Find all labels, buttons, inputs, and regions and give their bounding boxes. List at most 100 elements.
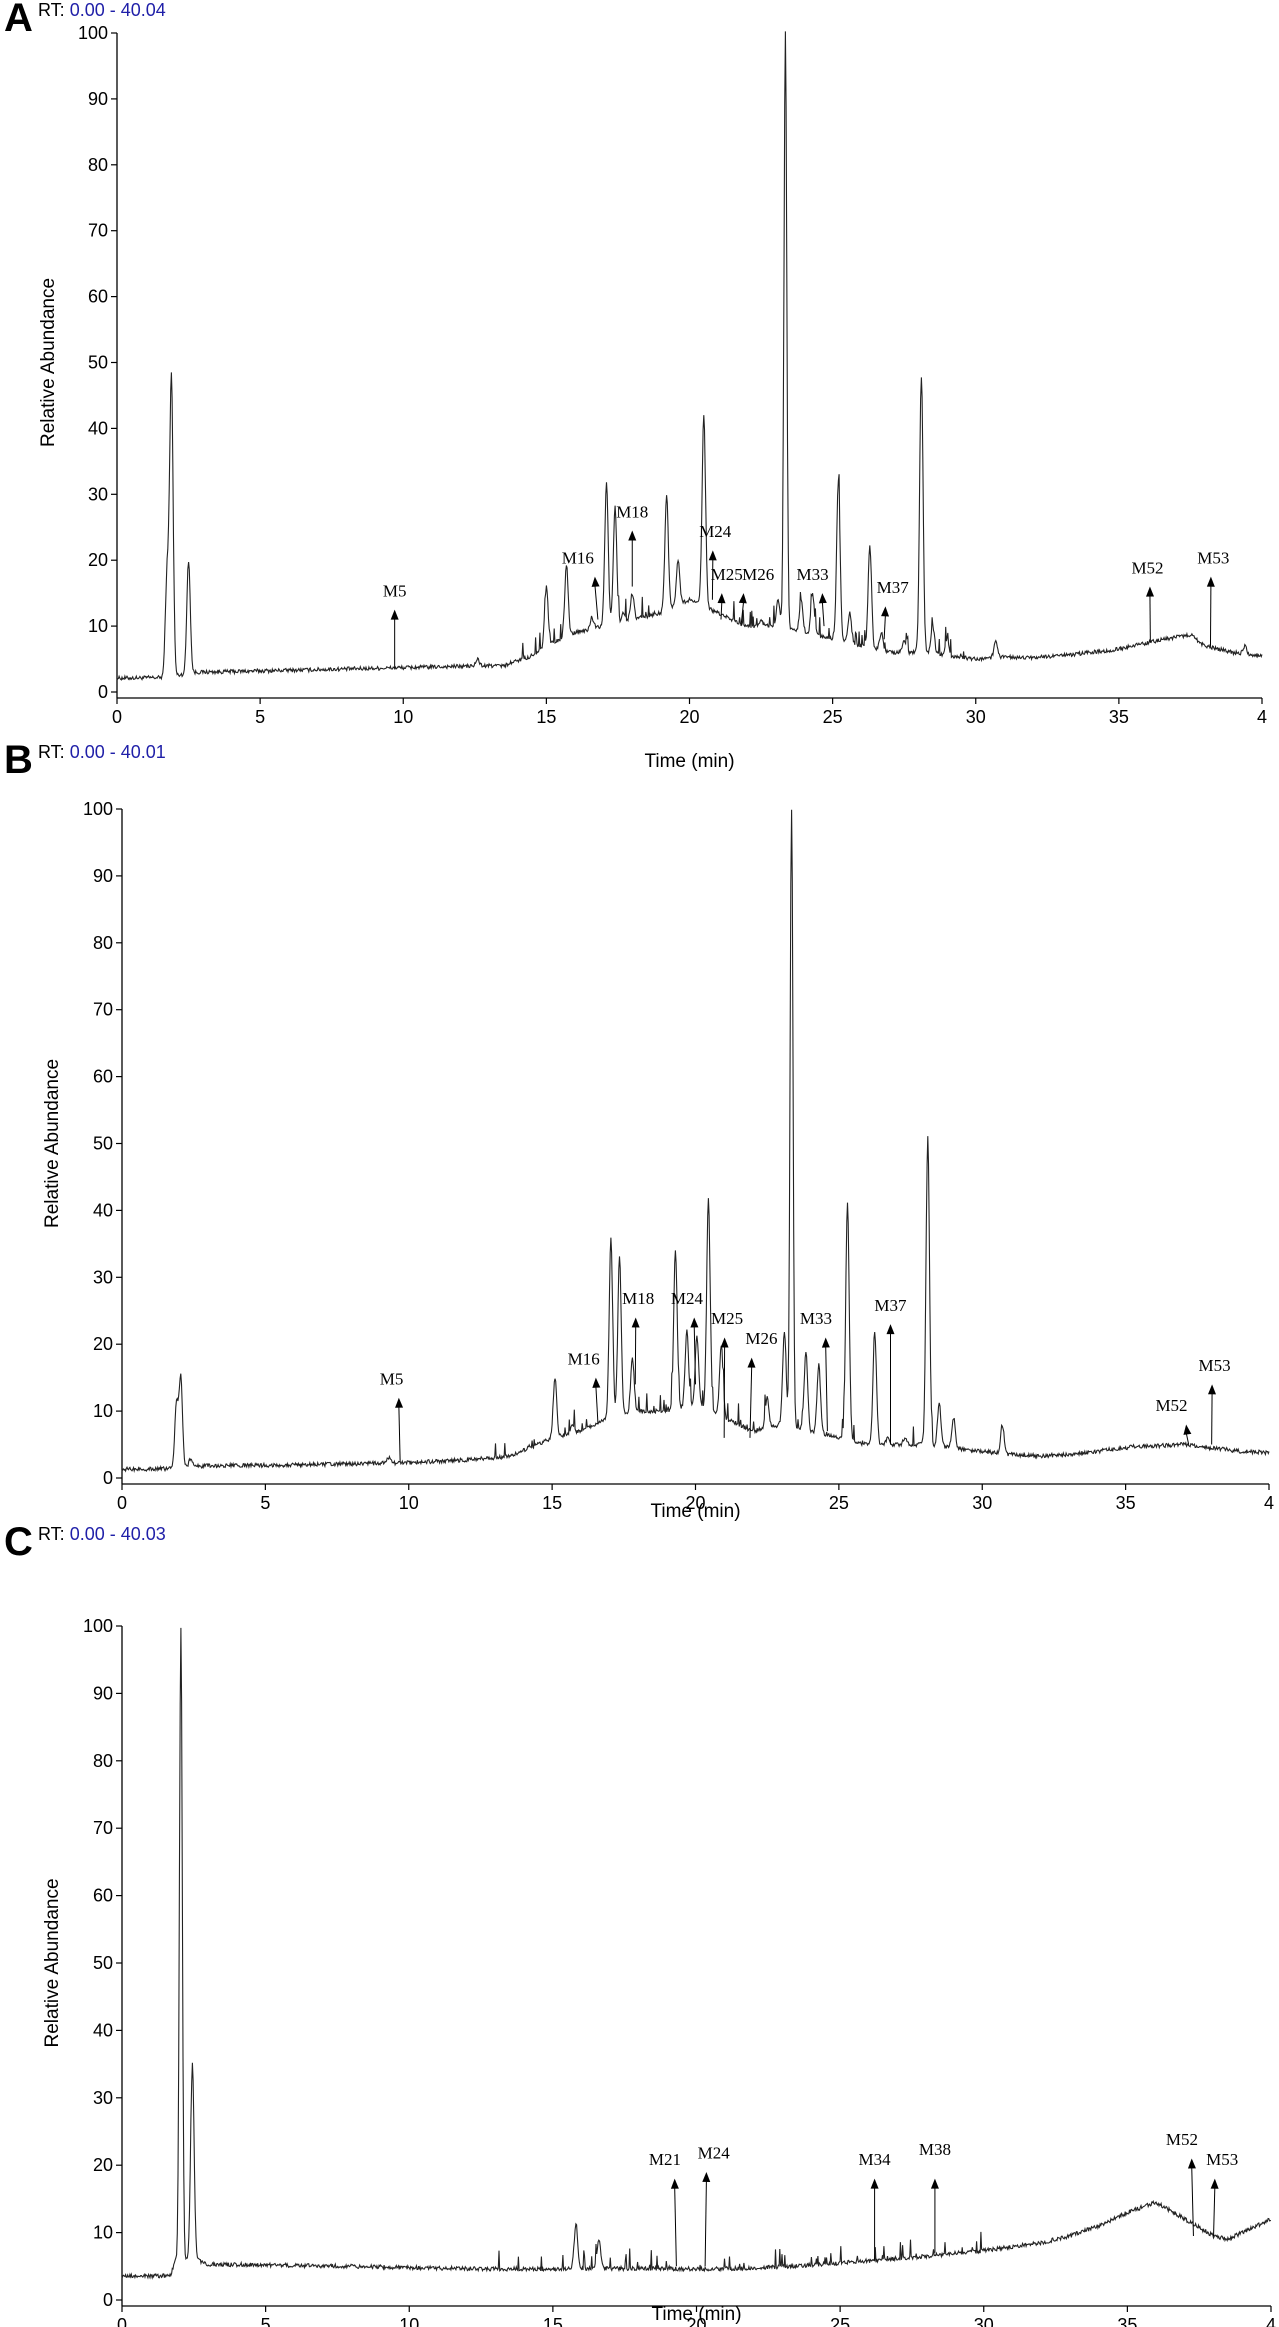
- annotation-arrow-line: [704, 2179, 707, 2267]
- peak-annotation: M5: [383, 581, 406, 668]
- x-tick-label: 10: [393, 707, 413, 727]
- annotation-arrow-head: [1187, 2158, 1196, 2169]
- peak-annotation: M18: [622, 1289, 654, 1385]
- x-tick-label: 25: [823, 707, 843, 727]
- chromatogram-chart: 0 10 20 30 40 50 60 70 80 90 100 0 5 10 15 20 25 30 35 4 Tim…: [42, 1616, 1276, 2327]
- y-axis-title: Relative Abundance: [38, 278, 59, 447]
- annotation-label: M18: [622, 1289, 654, 1308]
- panel-letter: A: [4, 0, 33, 40]
- annotation-label: M53: [1206, 2150, 1238, 2169]
- annotation-label: M26: [745, 1329, 777, 1348]
- x-tick-label: 15: [536, 707, 556, 727]
- annotation-label: M26: [742, 565, 774, 584]
- peak-annotation: M18: [616, 502, 648, 587]
- annotation-label: M34: [859, 2150, 892, 2169]
- peak-annotation: M37: [877, 578, 909, 640]
- annotation-label: M52: [1131, 558, 1163, 577]
- annotation-label: M38: [919, 2140, 951, 2159]
- rt-label: RT: 0.00 - 40.01: [38, 742, 166, 763]
- peak-annotation: M25: [711, 1309, 743, 1438]
- annotation-label: M21: [649, 2150, 681, 2169]
- annotation-arrow-head: [1208, 1384, 1217, 1395]
- y-tick-label: 30: [93, 1267, 113, 1287]
- annotation-arrow-head: [591, 576, 600, 587]
- y-tick-label: 100: [83, 799, 113, 819]
- peak-annotation: M26: [745, 1329, 778, 1438]
- y-tick-label: 90: [93, 866, 113, 886]
- annotation-arrow-head: [690, 1317, 699, 1328]
- annotation-label: M24: [698, 2143, 731, 2162]
- y-tick-label: 30: [93, 2088, 113, 2108]
- y-axis-title: Relative Abundance: [42, 1059, 63, 1228]
- x-tick-label: 35: [1109, 707, 1129, 727]
- peak-annotation: M24: [699, 522, 732, 600]
- y-tick-label: 80: [93, 1751, 113, 1771]
- y-tick-label: 100: [83, 1616, 113, 1636]
- chromatogram-chart: 0 10 20 30 40 50 60 70 80 90 100 0 5 10 15 20 25 30 35 4 Tim…: [42, 799, 1274, 1522]
- y-axis-title: Relative Abundance: [42, 1878, 63, 2047]
- annotation-arrow-line: [594, 584, 599, 620]
- annotation-arrow-head: [631, 1317, 640, 1328]
- y-tick-label: 20: [93, 1334, 113, 1354]
- annotation-arrow-head: [395, 1397, 404, 1408]
- annotation-arrow-head: [390, 609, 399, 620]
- annotation-label: M5: [380, 1369, 404, 1388]
- x-tick-label: 35: [1117, 2315, 1137, 2327]
- peak-annotation: M37: [874, 1296, 907, 1445]
- y-tick-label: 10: [88, 616, 108, 636]
- series-trace: [121, 1627, 1272, 2280]
- annotation-arrow-line: [398, 1405, 401, 1462]
- y-tick-label: 40: [88, 418, 108, 438]
- y-tick-label: 10: [93, 2223, 113, 2243]
- x-tick-label: 4: [1264, 1493, 1274, 1513]
- x-tick-label: 5: [261, 2315, 271, 2327]
- annotation-arrow-head: [1146, 586, 1155, 597]
- annotation-arrow-head: [1183, 1424, 1192, 1435]
- annotation-arrow-line: [595, 1385, 599, 1425]
- x-tick-label: 30: [974, 2315, 994, 2327]
- rt-label: RT: 0.00 - 40.03: [38, 1524, 166, 1545]
- x-axis-title: Time (min): [644, 751, 734, 772]
- x-axis-title: Time (min): [650, 1501, 740, 1522]
- chromatogram-panel-a: A RT: 0.00 - 40.04 0 10 20 30 40 50 60 70 80 90 10…: [0, 0, 1279, 780]
- y-tick-label: 30: [88, 484, 108, 504]
- annotation-arrow-head: [717, 593, 726, 604]
- y-tick-label: 50: [93, 1953, 113, 1973]
- peak-annotation: M33: [800, 1309, 832, 1432]
- annotation-arrow-head: [930, 2178, 939, 2189]
- x-tick-label: 25: [829, 1493, 849, 1513]
- x-tick-label: 4: [1266, 2315, 1276, 2327]
- y-tick-label: 0: [103, 1468, 113, 1488]
- x-tick-label: 5: [260, 1493, 270, 1513]
- y-tick-label: 50: [88, 353, 108, 373]
- x-tick-label: 10: [399, 1493, 419, 1513]
- y-tick-label: 90: [88, 89, 108, 109]
- x-tick-label: 15: [542, 1493, 562, 1513]
- annotation-arrow-head: [720, 1337, 729, 1348]
- y-tick-label: 10: [93, 1401, 113, 1421]
- x-tick-label: 0: [117, 2315, 127, 2327]
- y-tick-label: 0: [98, 682, 108, 702]
- peak-annotation: M52: [1155, 1396, 1192, 1445]
- rt-prefix: RT:: [38, 1524, 65, 1544]
- annotation-arrow-head: [747, 1357, 756, 1368]
- y-tick-label: 50: [93, 1134, 113, 1154]
- y-tick-label: 80: [93, 933, 113, 953]
- series-trace: [121, 809, 1270, 1473]
- annotation-arrow-head: [886, 1324, 895, 1335]
- annotation-arrow-head: [670, 2178, 679, 2189]
- annotation-label: M25: [711, 1309, 743, 1328]
- annotation-label: M52: [1155, 1396, 1187, 1415]
- annotation-arrow-line: [693, 1325, 696, 1385]
- annotation-arrow-head: [1210, 2178, 1219, 2189]
- x-tick-label: 0: [117, 1493, 127, 1513]
- peak-annotation: M34: [859, 2150, 892, 2260]
- annotation-arrow-line: [883, 614, 886, 640]
- x-tick-label: 20: [679, 707, 699, 727]
- y-tick-label: 70: [93, 1000, 113, 1020]
- rt-label: RT: 0.00 - 40.04: [38, 0, 166, 21]
- x-tick-label: 10: [399, 2315, 419, 2327]
- annotation-arrow-line: [1213, 2186, 1216, 2236]
- x-tick-label: 30: [966, 707, 986, 727]
- rt-range: 0.00 - 40.03: [69, 1524, 166, 1544]
